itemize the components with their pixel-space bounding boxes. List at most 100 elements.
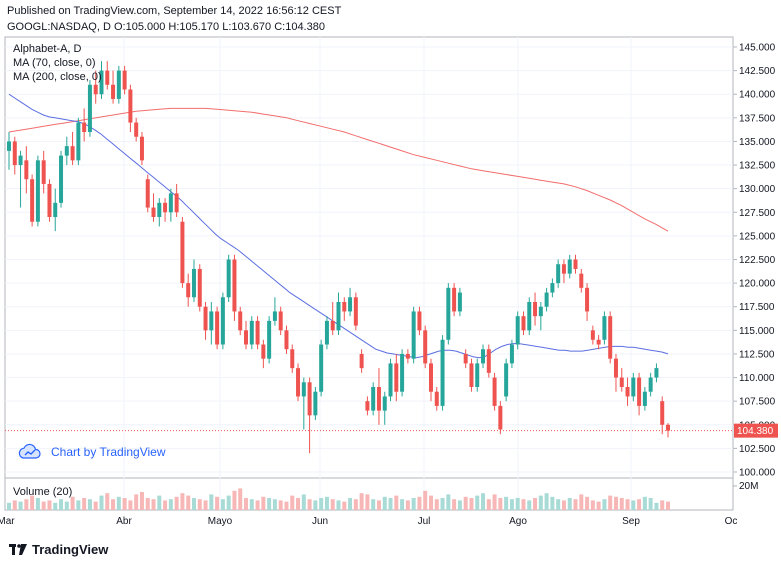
volume-bar: [428, 495, 433, 510]
candle-body: [238, 311, 243, 331]
y-tick-label: 132.500: [739, 161, 776, 172]
candle-body: [637, 377, 642, 406]
candle-body: [296, 368, 301, 397]
volume-bar: [249, 499, 254, 510]
volume-bar: [666, 501, 670, 510]
candle-body: [452, 287, 457, 312]
volume-tick-label: 20M: [739, 481, 758, 492]
candle-body: [151, 207, 156, 217]
candle-body: [53, 202, 58, 217]
volume-bar: [498, 498, 503, 510]
volume-bar: [70, 496, 75, 510]
candle-body: [481, 349, 486, 364]
candle-body: [47, 183, 52, 217]
volume-bar: [371, 499, 376, 510]
candle-body: [440, 339, 445, 406]
candle-body: [527, 302, 532, 331]
volume-bar: [619, 498, 624, 510]
candle-body: [411, 311, 416, 359]
candle-body: [400, 353, 405, 392]
candle-body: [324, 320, 329, 345]
tradingview-logo-icon: [9, 543, 27, 555]
candle-body: [70, 146, 75, 161]
candle-body: [87, 84, 92, 132]
volume-bar: [330, 499, 335, 510]
candle-body: [145, 179, 150, 208]
volume-bar: [296, 498, 301, 510]
legend-ma200: MA (200, close, 0): [13, 71, 102, 83]
candle-body: [365, 401, 370, 411]
volume-bar: [376, 500, 381, 510]
volume-bar: [168, 499, 173, 510]
volume-bar: [561, 500, 566, 510]
tradingview-logo[interactable]: TradingView: [9, 542, 108, 557]
volume-bar: [122, 498, 127, 510]
volume-bar: [313, 500, 318, 510]
candle-body: [544, 292, 549, 307]
volume-bar: [596, 501, 601, 510]
volume-bar: [440, 498, 445, 510]
volume-bar: [128, 500, 133, 510]
candle-body: [561, 264, 566, 274]
volume-bar: [544, 493, 549, 510]
chart-header: Published on TradingView.com, September …: [7, 3, 341, 35]
volume-bar: [550, 496, 555, 510]
candle-body: [30, 179, 35, 222]
candle-body: [538, 306, 543, 317]
brand-name: TradingView: [32, 542, 109, 557]
y-tick-label: 112.500: [739, 349, 775, 360]
candle-body: [307, 382, 312, 416]
volume-bar: [573, 499, 578, 510]
volume-bar: [111, 499, 116, 510]
candle-body: [509, 344, 514, 364]
volume-bar: [423, 490, 428, 510]
volume-bar: [301, 494, 306, 510]
candle-body: [463, 353, 468, 364]
y-tick-label: 115.000: [739, 326, 775, 337]
candle-body: [533, 302, 538, 317]
candle-body: [232, 259, 237, 312]
volume-bar: [365, 494, 370, 510]
candle-body: [613, 358, 618, 378]
candle-body: [348, 297, 353, 312]
candle-body: [585, 287, 590, 312]
volume-bar: [232, 490, 237, 510]
volume-bar: [284, 501, 289, 510]
x-tick-label: Mayo: [208, 516, 233, 527]
candle-body: [475, 363, 480, 387]
volume-bar: [608, 495, 613, 510]
chart-by-link[interactable]: Chart by TradingView: [17, 443, 166, 461]
volume-bar: [342, 501, 347, 510]
x-tick-label: Mar: [0, 516, 15, 527]
candle-body: [163, 202, 168, 213]
y-tick-label: 120.000: [739, 279, 776, 290]
volume-bar: [660, 500, 665, 510]
candle-body: [267, 320, 272, 359]
candle-body: [567, 259, 572, 274]
published-line: Published on TradingView.com, September …: [7, 5, 342, 17]
volume-bar: [99, 495, 104, 510]
candle-body: [504, 363, 509, 397]
volume-bar: [509, 499, 514, 510]
candle-body: [376, 387, 381, 411]
volume-bar: [642, 496, 647, 510]
candle-body: [209, 311, 214, 331]
volume-legend: Volume (20): [13, 486, 73, 498]
candle-body: [405, 353, 410, 359]
volume-bar: [209, 494, 214, 510]
candle-body: [648, 377, 653, 392]
volume-bar: [47, 500, 52, 510]
x-tick-label: Oc: [725, 516, 738, 527]
volume-bar: [134, 494, 139, 510]
volume-bar: [215, 496, 220, 510]
volume-bar: [637, 499, 642, 510]
volume-bar: [87, 499, 92, 510]
volume-bar: [93, 501, 98, 510]
volume-bar: [515, 498, 520, 510]
y-tick-label: 142.500: [739, 66, 776, 77]
quote-line: GOOGL:NASDAQ, D O:105.000 H:105.170 L:10…: [7, 21, 325, 33]
legend-symbol: Alphabet-A, D: [13, 43, 82, 55]
volume-bar: [290, 495, 295, 510]
volume-bar: [18, 501, 23, 510]
